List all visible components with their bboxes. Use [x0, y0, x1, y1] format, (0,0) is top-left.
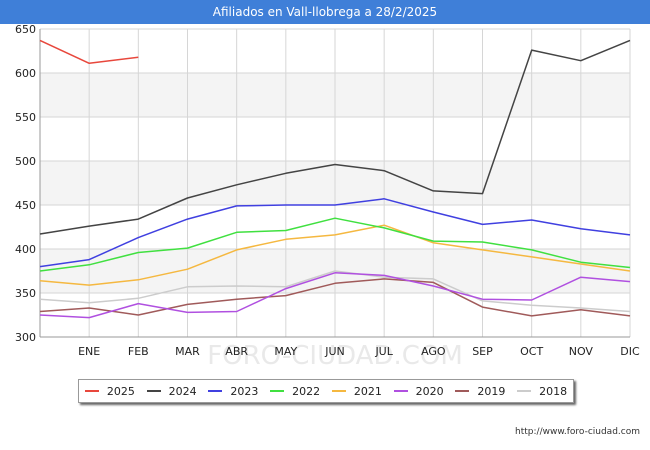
x-tick-label: FEB: [128, 345, 149, 358]
series-line-2023: [39, 198, 631, 268]
legend-swatch: [146, 390, 161, 392]
legend-entry-2018: 2018: [517, 385, 567, 398]
legend-label: 2020: [415, 384, 444, 398]
legend-swatch: [270, 390, 285, 392]
legend-label: 2023: [230, 384, 259, 398]
source-credit: http://www.foro-ciudad.com: [515, 427, 640, 437]
series-line-2018: [39, 270, 631, 313]
legend-swatch: [517, 390, 532, 392]
legend-entry-2024: 2024: [146, 384, 197, 398]
x-tick-label: ABR: [225, 345, 248, 358]
series-line-2021: [39, 224, 631, 286]
legend-entry-2021: 2021: [331, 384, 382, 398]
x-tick-label: OCT: [520, 345, 543, 358]
y-tick-label: 300: [15, 331, 36, 344]
legend-swatch: [455, 390, 470, 392]
legend-entry-2023: 2023: [208, 385, 258, 398]
legend-entry-2020: 2020: [393, 384, 444, 398]
y-tick-label: 350: [15, 287, 36, 300]
x-tick-label: DIC: [620, 345, 640, 358]
line-chart: FORO-CIUDAD.COM 300 350 400 450 500 550 600 650…: [15, 24, 640, 371]
x-tick-label: ENE: [78, 345, 100, 358]
x-tick-label: AGO: [421, 345, 446, 358]
y-tick-label: 400: [15, 243, 36, 256]
legend-label: 2022: [292, 384, 321, 398]
legend-entry-2025: 2025: [84, 384, 135, 398]
watermark: FORO-CIUDAD.COM: [207, 341, 463, 371]
legend: 2025 2024 2023 2022 2021 2020 2019 2018: [78, 379, 574, 403]
y-tick-label: 550: [15, 111, 36, 124]
chart-title: Afiliados en Vall-llobrega a 28/2/2025: [0, 0, 650, 24]
legend-label: 2021: [353, 384, 382, 398]
legend-label: 2018: [539, 384, 568, 398]
legend-swatch: [331, 390, 346, 392]
legend-entry-2022: 2022: [270, 385, 320, 398]
series-line-2020: [39, 272, 631, 319]
series-lines: [39, 39, 631, 319]
x-tick-label: JUL: [374, 345, 393, 358]
y-tick-label: 450: [15, 199, 36, 212]
y-tick-label: 650: [15, 24, 36, 36]
legend-label: 2024: [168, 384, 197, 398]
legend-swatch: [84, 390, 99, 392]
axes: 300 350 400 450 500 550 600 650 ENE FEB MAR ABR MAY J…: [15, 24, 640, 358]
series-line-2019: [39, 278, 631, 317]
series-line-2024: [39, 39, 631, 235]
series-line-2022: [39, 217, 631, 272]
x-tick-label: MAR: [175, 345, 200, 358]
legend-entry-2019: 2019: [455, 385, 505, 398]
x-tick-label: MAY: [274, 345, 297, 358]
x-tick-label: NOV: [569, 345, 594, 358]
legend-swatch: [208, 390, 223, 392]
x-tick-label: SEP: [472, 345, 493, 358]
x-tick-label: JUN: [324, 345, 345, 358]
legend-swatch: [393, 390, 408, 392]
legend-label: 2019: [477, 384, 506, 398]
series-line-2025: [39, 39, 139, 65]
legend-label: 2025: [106, 384, 135, 398]
y-tick-label: 600: [15, 67, 36, 80]
y-tick-label: 500: [15, 155, 36, 168]
